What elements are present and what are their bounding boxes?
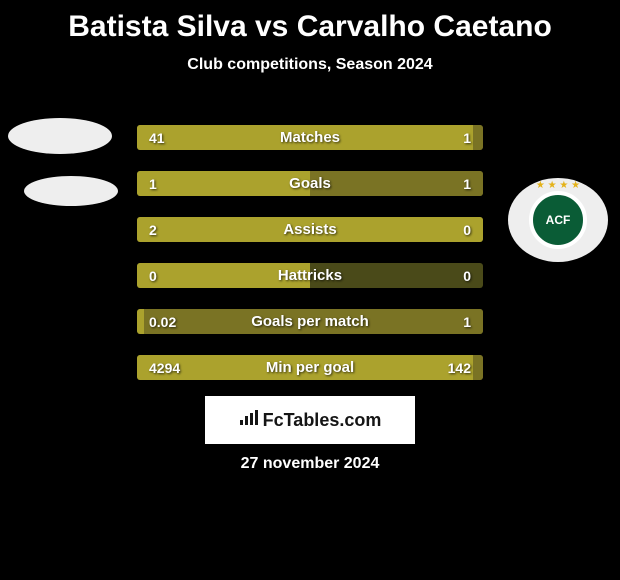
stat-row-min-per-goal: 4294 Min per goal 142 [137,355,483,380]
stat-row-matches: 41 Matches 1 [137,125,483,150]
brand-chart-icon [239,410,259,431]
brand-text: FcTables.com [263,410,382,431]
page-subtitle: Club competitions, Season 2024 [0,56,620,74]
stat-value-right: 1 [463,314,471,330]
crest-initials: ACF [529,191,587,249]
stat-value-right: 142 [448,360,471,376]
stat-label: Min per goal [137,359,483,376]
date-label: 27 november 2024 [0,455,620,473]
stat-label: Hattricks [137,267,483,284]
player1-avatar-placeholder [8,118,112,154]
stat-label: Goals [137,175,483,192]
crest-stars-icon: ★ ★ ★ ★ [536,180,580,191]
player2-club-crest: ★ ★ ★ ★ ACF [508,178,608,262]
stat-label: Matches [137,129,483,146]
stat-row-goals: 1 Goals 1 [137,171,483,196]
stat-value-right: 0 [463,222,471,238]
page-title: Batista Silva vs Carvalho Caetano [0,0,620,44]
stats-container: 41 Matches 1 1 Goals 1 2 Assists 0 0 Hat… [137,125,483,401]
stat-value-right: 0 [463,268,471,284]
stat-row-goals-per-match: 0.02 Goals per match 1 [137,309,483,334]
player1-club-placeholder [24,176,118,206]
stat-row-hattricks: 0 Hattricks 0 [137,263,483,288]
stat-value-right: 1 [463,130,471,146]
stat-label: Assists [137,221,483,238]
stat-value-right: 1 [463,176,471,192]
stat-label: Goals per match [137,313,483,330]
brand-logo: FcTables.com [205,396,415,444]
stat-row-assists: 2 Assists 0 [137,217,483,242]
